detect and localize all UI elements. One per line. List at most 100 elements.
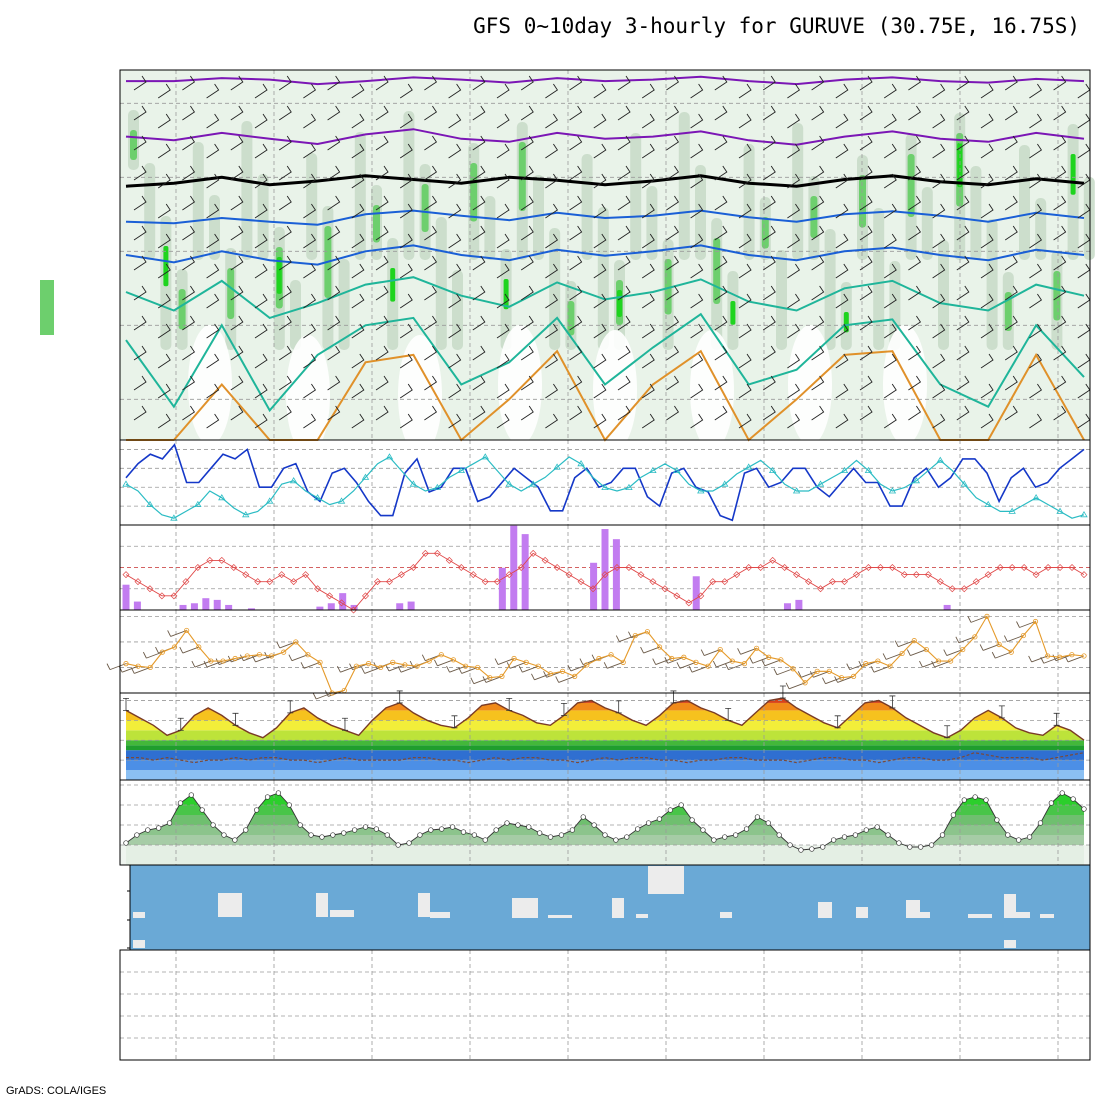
wind-barb bbox=[133, 285, 147, 301]
wind-speed-point bbox=[741, 661, 748, 667]
wind-barb bbox=[956, 165, 970, 181]
wind-barb bbox=[206, 383, 220, 399]
wind-barb bbox=[1053, 225, 1067, 241]
wind-speed-point bbox=[838, 675, 845, 681]
wind-barb bbox=[761, 659, 781, 667]
isotherm-line bbox=[125, 174, 1085, 188]
wind-barb bbox=[230, 345, 244, 361]
rh-point bbox=[635, 826, 641, 832]
cloud-block bbox=[548, 915, 572, 918]
wind-barb bbox=[399, 413, 413, 429]
temp-band bbox=[126, 745, 1084, 751]
wind-barb bbox=[424, 105, 438, 121]
wind-barb bbox=[908, 75, 922, 91]
wind-barb bbox=[666, 405, 680, 421]
thickness-point bbox=[768, 466, 777, 473]
li-point bbox=[194, 564, 202, 571]
wind-barb bbox=[424, 375, 438, 391]
rh-point bbox=[961, 797, 967, 803]
wind-barb bbox=[157, 113, 171, 129]
thickness-point bbox=[744, 463, 753, 470]
wind-speed-point bbox=[850, 673, 857, 680]
cloud-block bbox=[218, 893, 242, 917]
wind-barb bbox=[399, 143, 413, 159]
rh-point bbox=[188, 792, 194, 798]
wind-barb bbox=[1040, 656, 1060, 664]
wind-barb bbox=[312, 692, 333, 700]
wind-barb bbox=[811, 405, 825, 421]
wind-barb bbox=[472, 75, 486, 91]
wind-speed-point bbox=[875, 658, 881, 664]
li-point bbox=[230, 564, 238, 571]
wind-barb bbox=[932, 383, 946, 399]
rh-point bbox=[253, 807, 260, 813]
wind-barb bbox=[617, 285, 631, 301]
wind-speed-point bbox=[826, 668, 832, 674]
wind-barb bbox=[1003, 635, 1024, 642]
rh-shade-cell bbox=[452, 270, 463, 350]
wind-barb bbox=[448, 293, 462, 309]
thickness-point bbox=[601, 483, 609, 490]
wind-barb bbox=[641, 353, 655, 369]
wind-barb bbox=[278, 255, 292, 271]
cloud-cover-panel bbox=[127, 864, 1091, 951]
wind-barb bbox=[894, 640, 915, 648]
wind-barb bbox=[399, 83, 413, 99]
wind-barb bbox=[762, 165, 776, 181]
temp-line bbox=[125, 697, 1085, 741]
wind-speed-point bbox=[438, 652, 444, 658]
wind-barb bbox=[1004, 195, 1018, 211]
thickness-point bbox=[457, 466, 466, 473]
wind-barb bbox=[980, 383, 994, 399]
rh-shade-cell bbox=[421, 184, 429, 232]
wind-barb bbox=[252, 655, 272, 663]
wind-barb bbox=[1004, 225, 1018, 241]
wind-barb bbox=[811, 315, 825, 331]
wind-speed-point bbox=[317, 659, 323, 665]
li-point bbox=[266, 578, 274, 586]
rh-point bbox=[743, 826, 750, 832]
rh-point bbox=[515, 822, 521, 828]
wind-barb bbox=[375, 255, 389, 271]
wind-barb bbox=[278, 75, 292, 91]
wind-barb bbox=[157, 353, 171, 369]
rh-shade-cell bbox=[257, 174, 269, 260]
thickness-point bbox=[1032, 494, 1040, 501]
wind-barb bbox=[472, 105, 486, 121]
wind-barb bbox=[666, 225, 680, 241]
li-point bbox=[350, 606, 358, 614]
li-point bbox=[1020, 564, 1028, 571]
wind-barb bbox=[545, 353, 559, 369]
wind-barb bbox=[375, 315, 389, 331]
wind-barb bbox=[811, 345, 825, 361]
wind-barb bbox=[496, 323, 510, 339]
wind-barb bbox=[955, 636, 976, 644]
wind-barb bbox=[676, 661, 697, 669]
wind-barb bbox=[846, 663, 866, 671]
rh-shade-cell bbox=[567, 301, 575, 336]
temp-minmax-bar bbox=[287, 700, 294, 714]
wind-barb bbox=[787, 233, 801, 249]
wind-barb bbox=[179, 646, 199, 654]
wind-barb bbox=[787, 353, 801, 369]
rh-shade-cell bbox=[1004, 292, 1012, 331]
li-point bbox=[984, 571, 992, 579]
wind-barb bbox=[496, 293, 510, 309]
wind-speed-point bbox=[535, 663, 541, 669]
wind-barb bbox=[690, 293, 704, 309]
rh-point bbox=[863, 827, 869, 833]
li-point bbox=[888, 564, 896, 571]
wind-barb bbox=[448, 173, 462, 189]
wind-barb bbox=[1004, 315, 1018, 331]
wind-barb bbox=[690, 323, 704, 339]
wind-barb bbox=[448, 263, 462, 279]
wind-barb bbox=[472, 225, 486, 241]
wind-speed-point bbox=[511, 655, 517, 662]
wind-barb bbox=[617, 165, 631, 181]
rh-band bbox=[126, 793, 1084, 795]
wind-barb bbox=[496, 263, 510, 279]
li-point bbox=[721, 578, 729, 586]
rh-point bbox=[972, 794, 978, 800]
wind-barb bbox=[980, 203, 994, 219]
rh-shade-cell bbox=[986, 219, 998, 350]
